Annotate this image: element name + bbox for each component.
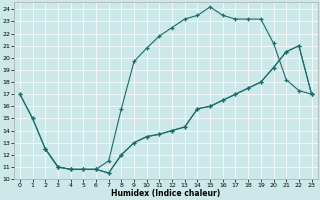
X-axis label: Humidex (Indice chaleur): Humidex (Indice chaleur): [111, 189, 220, 198]
